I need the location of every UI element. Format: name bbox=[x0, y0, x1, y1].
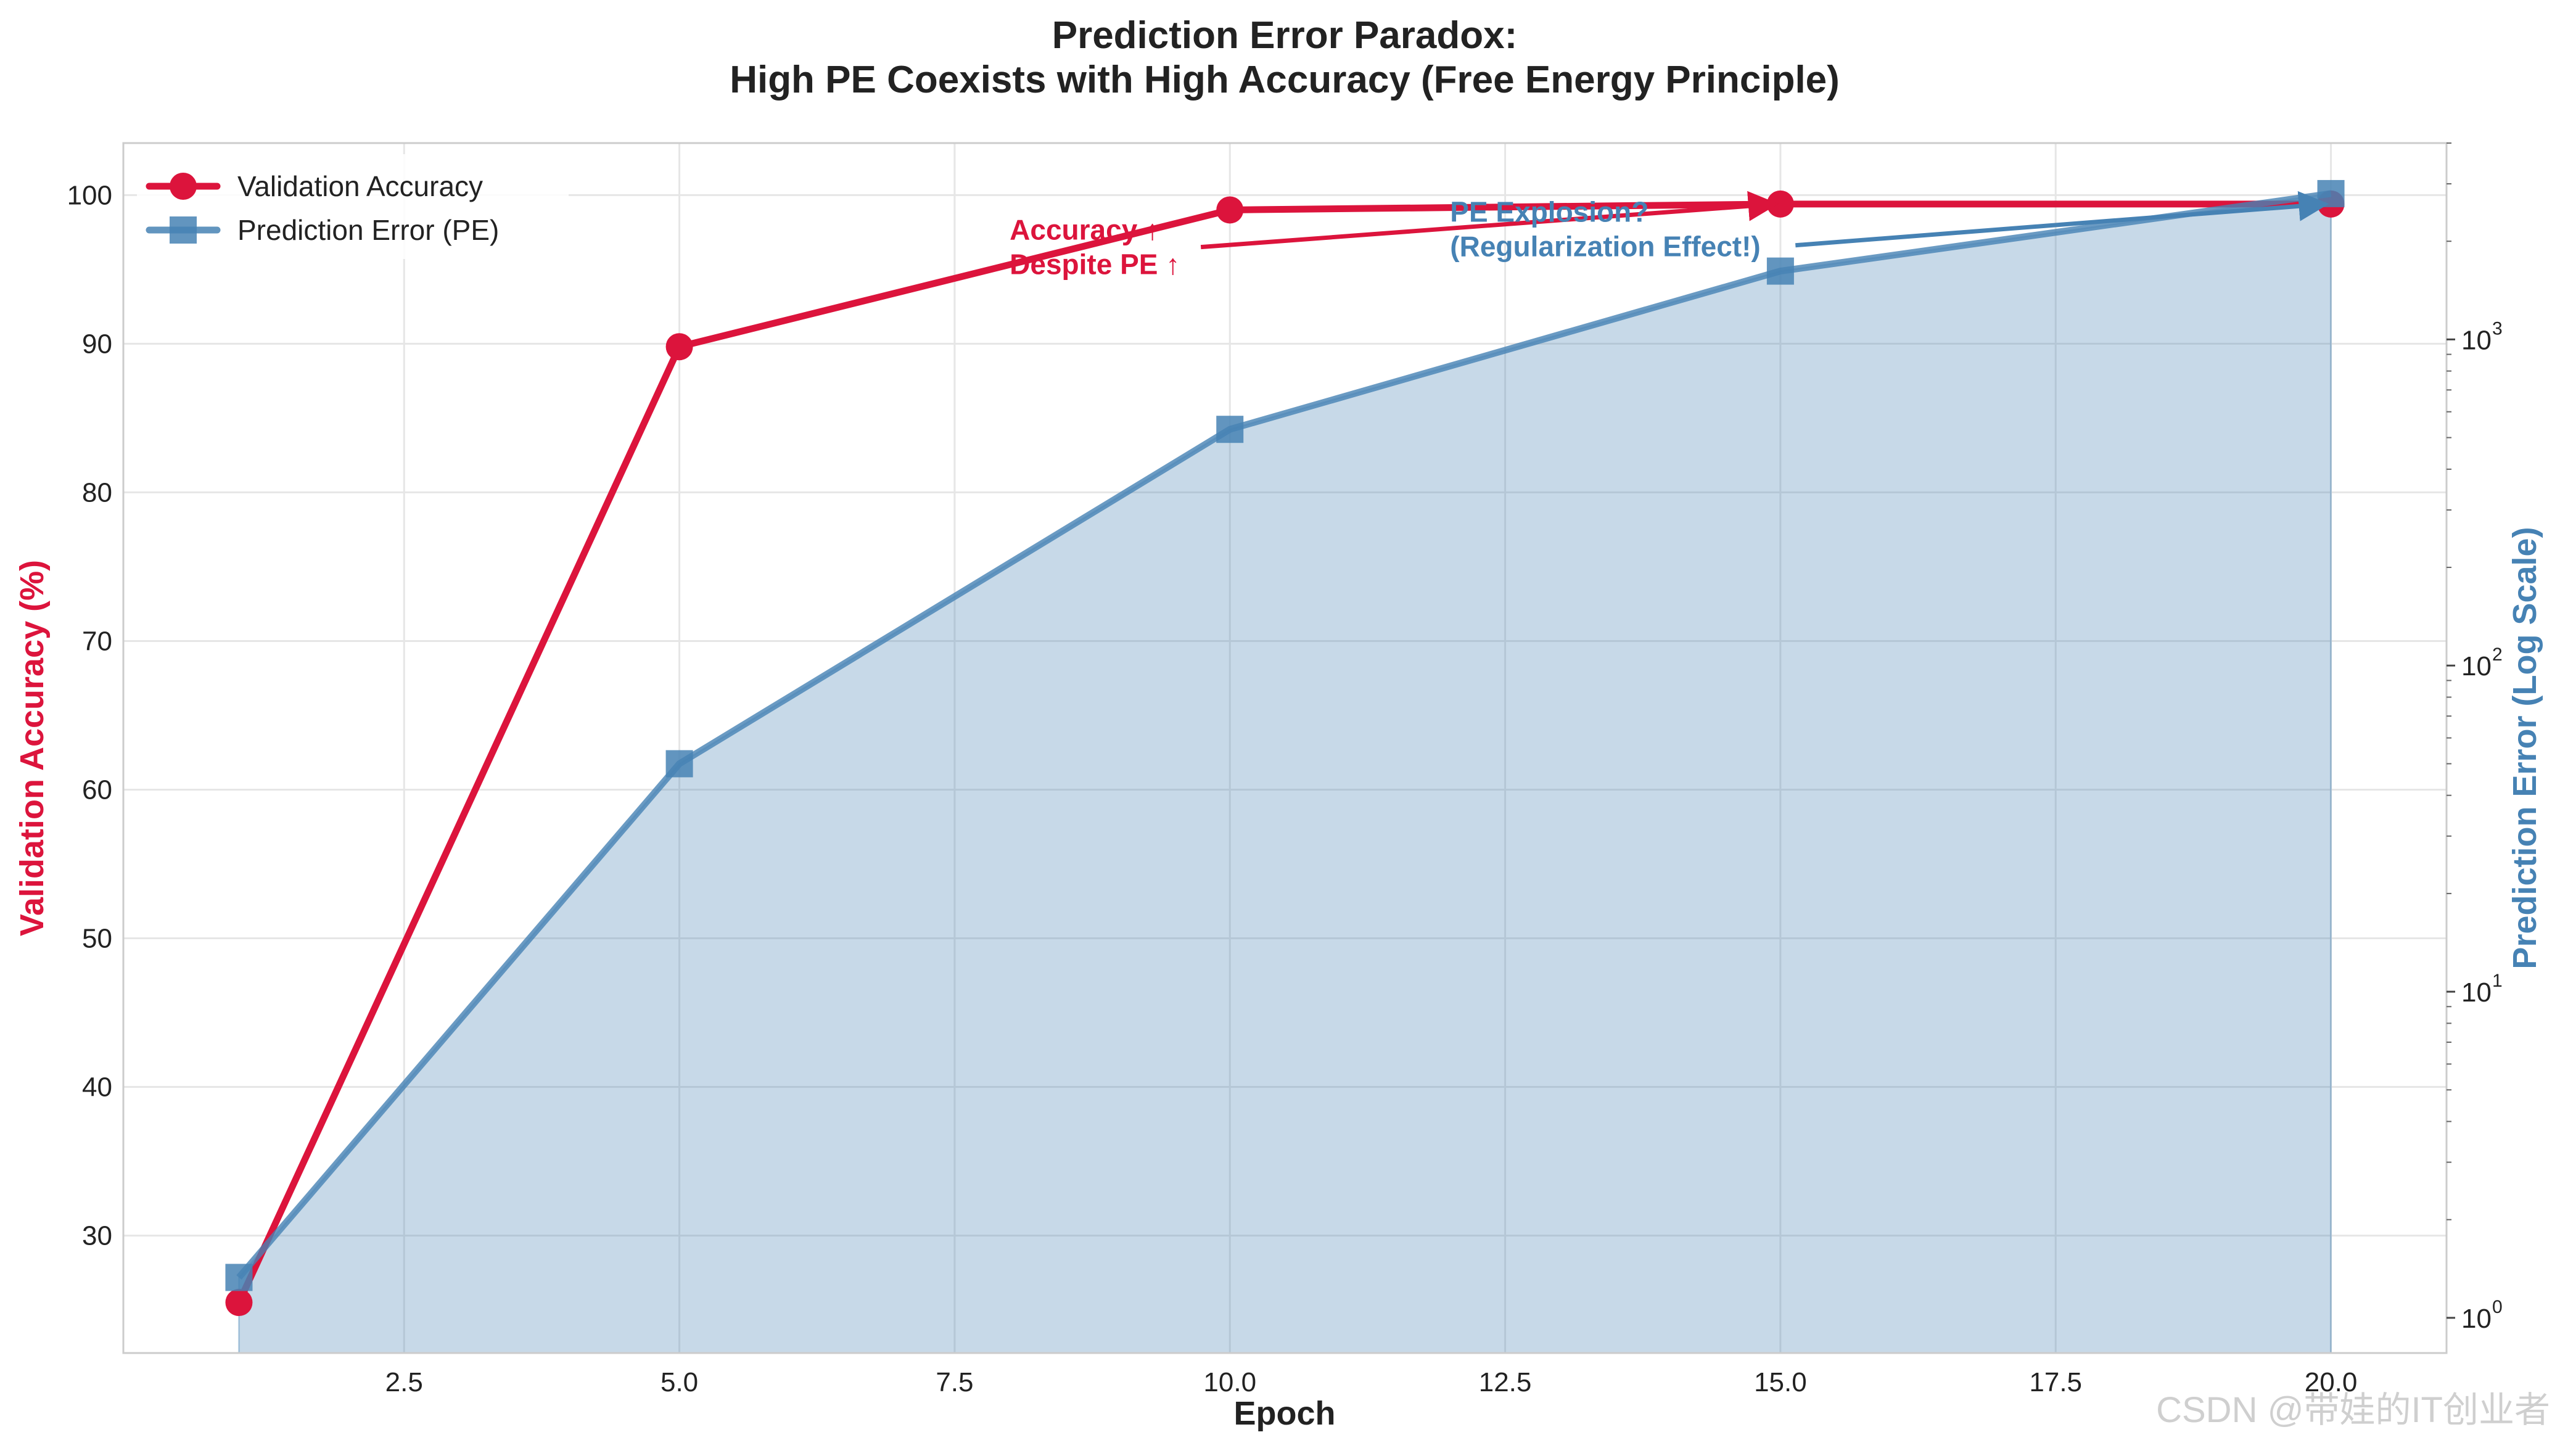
right-tick-exponent: 0 bbox=[2492, 1297, 2503, 1317]
left-tick-label: 90 bbox=[82, 329, 112, 359]
left-tick-label: 70 bbox=[82, 626, 112, 656]
x-axis-title: Epoch bbox=[1233, 1395, 1335, 1432]
pe-point bbox=[1216, 416, 1244, 443]
annotation-accuracy: Accuracy ↑Despite PE ↑ bbox=[1010, 191, 1779, 281]
plot-frame bbox=[122, 142, 2448, 1354]
right-tick-label: 10 0 bbox=[2461, 1297, 2503, 1334]
left-tick-label: 60 bbox=[82, 775, 112, 805]
x-tick-label: 17.5 bbox=[2029, 1367, 2082, 1397]
accuracy-point bbox=[225, 1289, 253, 1317]
pe-point bbox=[665, 750, 693, 778]
legend-label-accuracy: Validation Accuracy bbox=[237, 170, 483, 202]
left-tick-label: 40 bbox=[82, 1072, 112, 1103]
accuracy-point bbox=[1216, 196, 1244, 224]
pe-area-fill bbox=[237, 192, 2332, 1353]
annotation-text-line: Despite PE ↑ bbox=[1010, 249, 1180, 281]
legend-marker-pe bbox=[170, 216, 197, 244]
left-tick-label: 100 bbox=[67, 180, 112, 210]
right-tick-label: 10 1 bbox=[2461, 971, 2503, 1008]
x-tick-label: 5.0 bbox=[661, 1367, 698, 1397]
right-tick-label: 10 2 bbox=[2461, 644, 2503, 681]
right-tick-base: 10 bbox=[2461, 325, 2492, 355]
right-tick-exponent: 2 bbox=[2492, 644, 2503, 665]
right-tick-base: 10 bbox=[2461, 651, 2492, 681]
annotation-arrow bbox=[1795, 191, 2329, 248]
x-tick-label: 2.5 bbox=[385, 1367, 423, 1397]
annotation-text-line: Accuracy ↑ bbox=[1010, 214, 1159, 246]
watermark: CSDN @带娃的IT创业者 bbox=[2156, 1390, 2550, 1430]
right-axis-title: Prediction Error (Log Scale) bbox=[2506, 527, 2543, 969]
chart-title-line-2: High PE Coexists with High Accuracy (Fre… bbox=[730, 59, 1840, 101]
annotation-layer: Accuracy ↑Despite PE ↑PE Explosion?(Regu… bbox=[1010, 191, 2329, 281]
right-tick-base: 10 bbox=[2461, 977, 2492, 1008]
x-tick-label: 10.0 bbox=[1203, 1367, 1256, 1397]
x-tick-label: 20.0 bbox=[2305, 1367, 2358, 1397]
right-tick-exponent: 3 bbox=[2492, 318, 2503, 339]
legend-marker-accuracy bbox=[170, 173, 197, 200]
x-tick-label: 15.0 bbox=[1754, 1367, 1807, 1397]
accuracy-point bbox=[665, 333, 693, 361]
left-tick-label: 80 bbox=[82, 477, 112, 508]
pe-point bbox=[1766, 257, 1794, 285]
annotation-arrow bbox=[1200, 191, 1779, 250]
left-tick-label: 50 bbox=[82, 924, 112, 954]
annotation-text-line: (Regularization Effect!) bbox=[1450, 231, 1760, 263]
grid-layer bbox=[123, 143, 2447, 1353]
annotation-text-line: PE Explosion? bbox=[1450, 196, 1648, 228]
right-tick-label: 10 3 bbox=[2461, 318, 2503, 355]
legend-box bbox=[137, 154, 569, 259]
legend-label-pe: Prediction Error (PE) bbox=[237, 214, 499, 246]
annotation-pe: PE Explosion?(Regularization Effect!) bbox=[1450, 191, 2329, 263]
pe-point bbox=[225, 1264, 253, 1291]
chart-title-line-1: Prediction Error Paradox: bbox=[1052, 14, 1518, 57]
fill-layer bbox=[237, 192, 2332, 1353]
right-tick-exponent: 1 bbox=[2492, 971, 2503, 991]
right-tick-base: 10 bbox=[2461, 1304, 2492, 1334]
legend: Validation Accuracy Prediction Error (PE… bbox=[137, 154, 569, 259]
left-tick-label: 30 bbox=[82, 1221, 112, 1251]
x-tick-label: 7.5 bbox=[936, 1367, 973, 1397]
x-tick-label: 12.5 bbox=[1479, 1367, 1532, 1397]
tick-layer: 2.5 5.0 7.5 10.0 12.5 15.0 17.5 20.030405060708… bbox=[67, 142, 2503, 1397]
left-axis-title: Validation Accuracy (%) bbox=[14, 560, 51, 936]
